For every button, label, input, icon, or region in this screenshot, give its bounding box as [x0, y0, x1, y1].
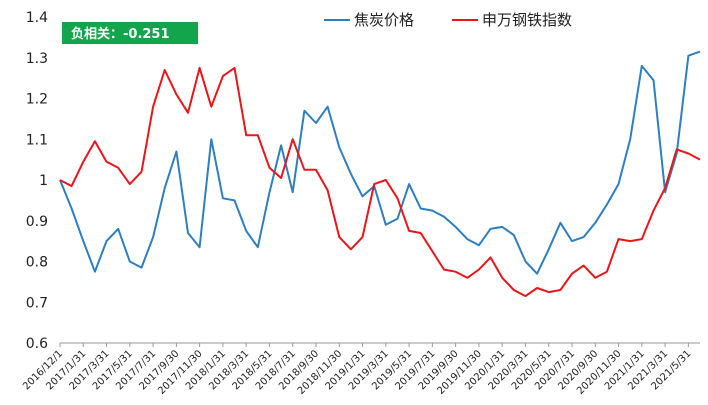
- y-tick-label: 0.9: [26, 214, 48, 230]
- y-tick-label: 0.8: [26, 255, 48, 271]
- correlation-badge-text: 负相关：-0.251: [71, 26, 170, 42]
- y-tick-label: 1.4: [26, 10, 48, 26]
- y-tick-label: 0.6: [26, 336, 48, 352]
- legend-label-coke-price: 焦炭价格: [354, 11, 414, 29]
- x-axis-tick-marks: [59, 343, 689, 347]
- y-tick-label: 0.7: [26, 295, 48, 311]
- legend: 焦炭价格 申万钢铁指数: [324, 11, 572, 29]
- y-tick-label: 1.3: [26, 51, 48, 67]
- series-line-coke-price: [59, 50, 701, 275]
- y-tick-label: 1: [39, 173, 48, 189]
- correlation-badge-background: [62, 22, 198, 44]
- series-line-steel-index: [59, 66, 701, 298]
- legend-label-steel-index: 申万钢铁指数: [482, 11, 572, 29]
- y-tick-label: 1.1: [26, 132, 48, 148]
- series-lines: [59, 50, 701, 298]
- y-axis-ticks: 0.6 0.7 0.8 0.9 1 1.1 1.2 1.3 1.4: [26, 10, 48, 352]
- x-axis-tick-labels: 2016/12/12017/1/312017/3/312017/5/312017…: [21, 348, 693, 397]
- correlation-badge: 负相关：-0.251: [62, 22, 198, 44]
- y-tick-label: 1.2: [26, 92, 48, 108]
